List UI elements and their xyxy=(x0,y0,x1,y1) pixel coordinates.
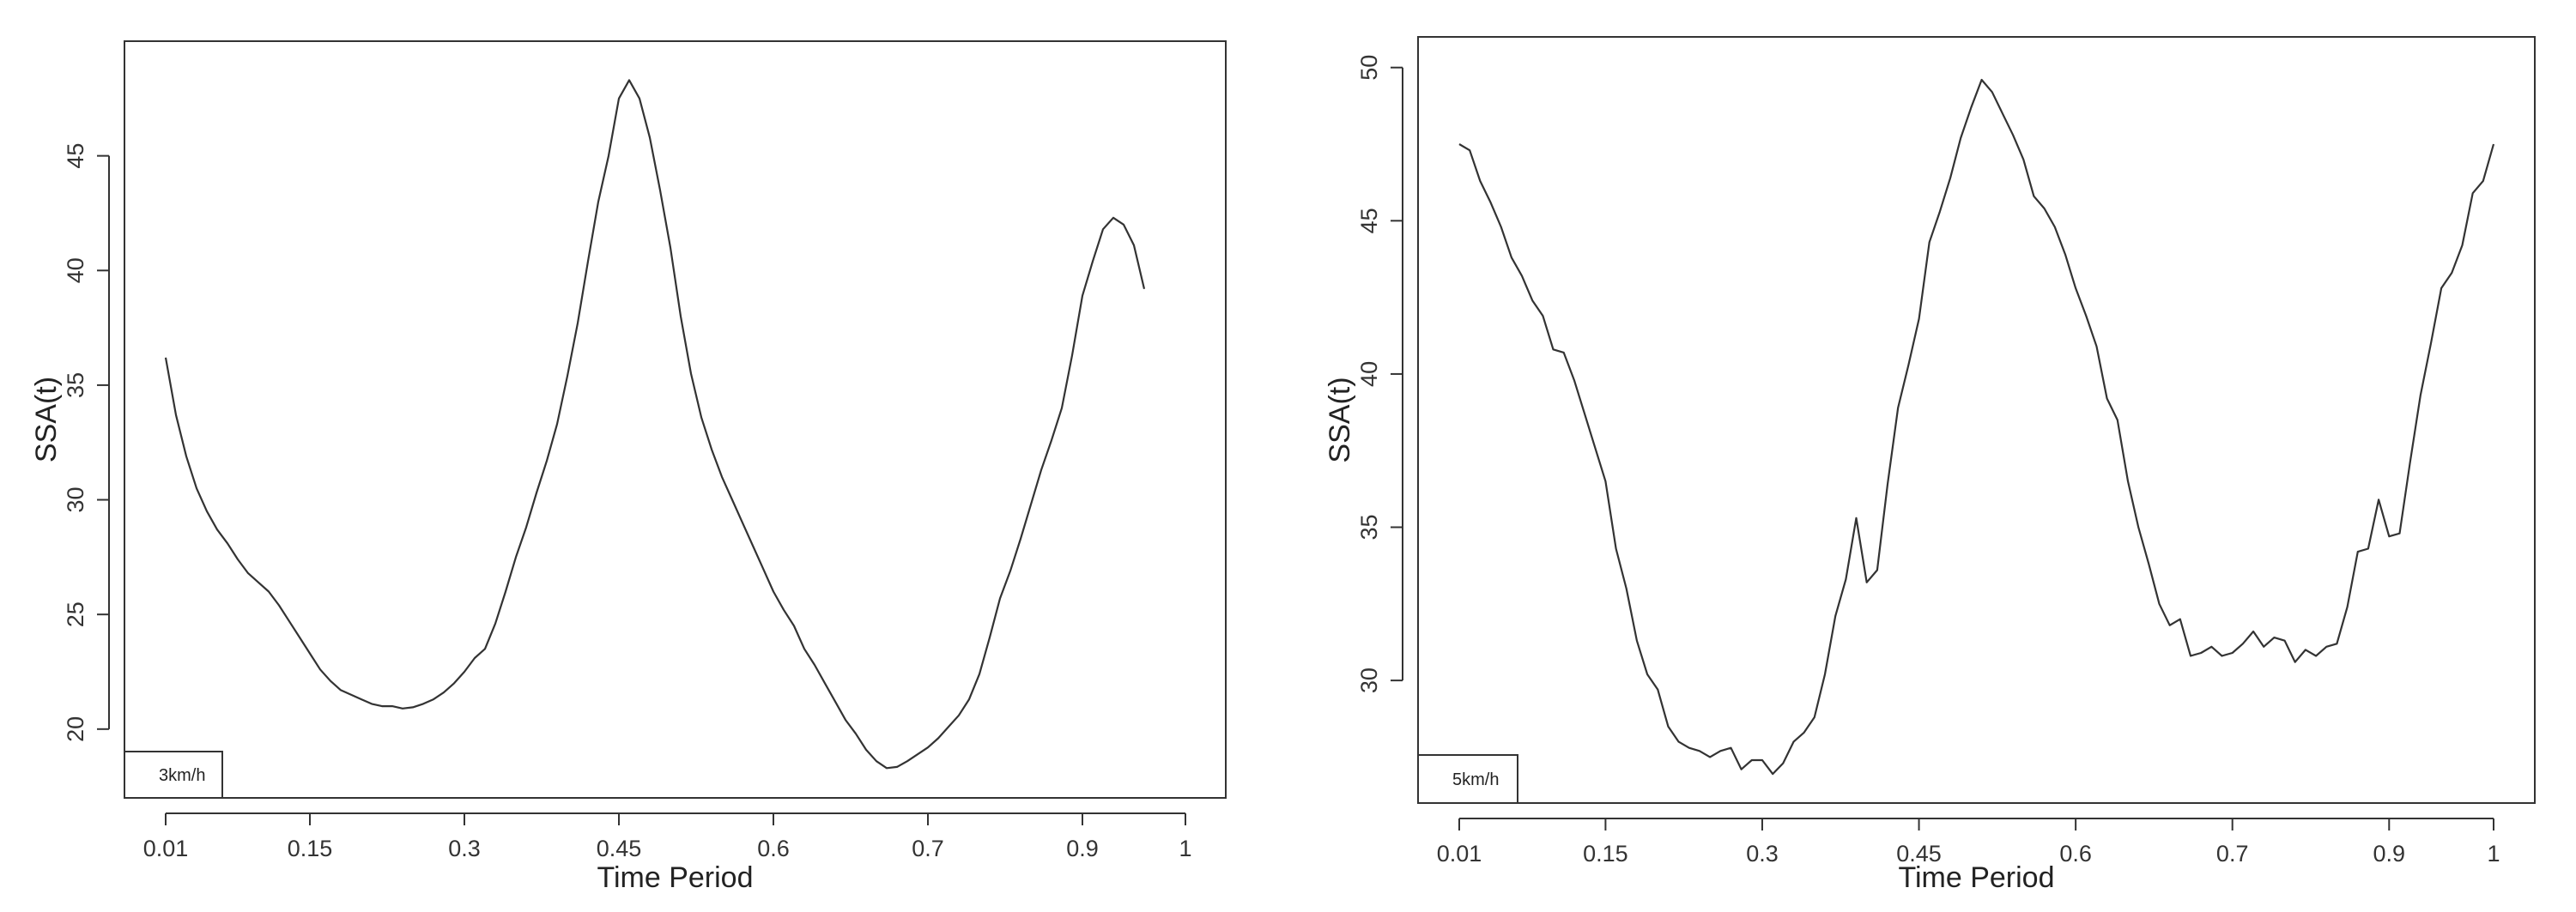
legend-label: 3km/h xyxy=(159,766,205,785)
x-tick-label: 0.01 xyxy=(143,836,189,861)
x-tick-label: 0.6 xyxy=(2059,841,2092,867)
x-axis-title: Time Period xyxy=(597,861,753,894)
x-tick-label: 0.45 xyxy=(1896,841,1942,867)
y-tick-label: 40 xyxy=(1356,361,1382,387)
x-tick-label: 0.45 xyxy=(597,836,642,861)
x-tick-label: 0.15 xyxy=(288,836,333,861)
x-tick-label: 0.3 xyxy=(1746,841,1779,867)
x-tick-label: 0.7 xyxy=(2216,841,2249,867)
x-tick-label: 1 xyxy=(1179,836,1191,861)
y-tick-label: 35 xyxy=(1356,514,1382,540)
x-tick-label: 0.3 xyxy=(448,836,481,861)
legend-label: 5km/h xyxy=(1452,770,1499,789)
y-tick-label: 30 xyxy=(63,487,88,513)
y-tick-label: 50 xyxy=(1356,55,1382,81)
y-tick-label: 45 xyxy=(63,143,88,169)
series-line xyxy=(1458,78,2495,776)
y-axis-title: SSA(t) xyxy=(1324,377,1356,462)
panel-5kmh: 0.01 0.15 0.3 0.45 0.6 0.7 0.9 1 30 35 40 45 50 Time … xyxy=(1324,36,2536,894)
x-tick-label: 0.9 xyxy=(1066,836,1099,861)
y-tick-label: 25 xyxy=(63,601,88,627)
legend-box xyxy=(1417,754,1518,804)
x-tick-label: 0.15 xyxy=(1583,841,1628,867)
plot-frame xyxy=(1417,36,2536,804)
x-axis-title: Time Period xyxy=(1898,861,2054,894)
panel-3kmh: 0.01 0.15 0.3 0.45 0.6 0.7 0.9 1 20 25 30 35 40 45 Tim… xyxy=(30,40,1227,894)
y-tick-label: 20 xyxy=(63,716,88,742)
x-tick-label: 0.9 xyxy=(2373,841,2406,867)
series-line xyxy=(164,79,1146,770)
legend-box xyxy=(124,751,223,799)
y-axis-title: SSA(t) xyxy=(30,377,63,462)
y-tick-label: 30 xyxy=(1356,667,1382,693)
x-tick-label: 1 xyxy=(2487,841,2500,867)
x-tick-label: 0.6 xyxy=(757,836,790,861)
y-tick-label: 40 xyxy=(63,257,88,283)
x-tick-label: 0.7 xyxy=(912,836,944,861)
x-tick-label: 0.01 xyxy=(1437,841,1482,867)
y-tick-label: 45 xyxy=(1356,208,1382,233)
y-tick-label: 35 xyxy=(63,372,88,398)
plot-frame xyxy=(124,40,1227,799)
